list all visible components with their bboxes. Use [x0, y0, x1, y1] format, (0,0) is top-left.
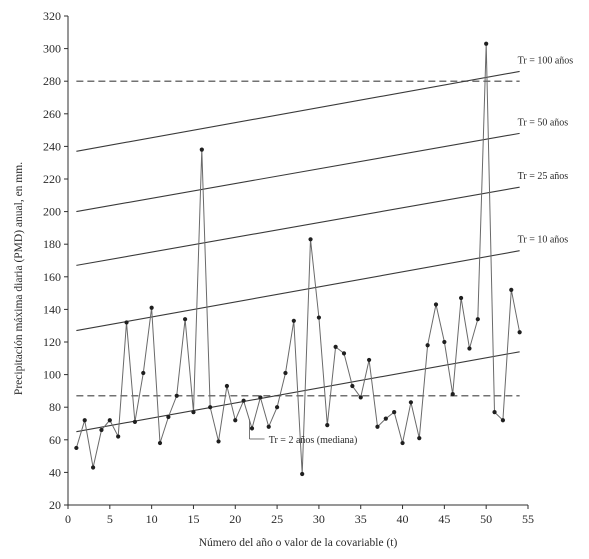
data-point	[141, 370, 146, 376]
data-point	[325, 423, 330, 428]
data-point	[233, 418, 238, 423]
trend-line	[76, 70, 520, 152]
trend-line-label: Tr = 2 años (mediana)	[269, 435, 358, 446]
x-tick-label: 35	[355, 512, 367, 526]
data-point	[149, 305, 154, 310]
data-point	[433, 302, 439, 307]
data-point	[333, 344, 338, 349]
data-point	[208, 405, 213, 410]
x-tick-label: 45	[438, 512, 450, 526]
data-point	[517, 330, 522, 335]
trend-line	[76, 132, 520, 213]
data-point	[249, 426, 255, 431]
data-point	[467, 346, 472, 351]
data-point	[74, 445, 79, 451]
data-point	[475, 317, 480, 322]
y-tick-label: 140	[43, 302, 61, 316]
data-point	[199, 147, 204, 152]
x-tick-label: 10	[146, 512, 158, 526]
data-point	[224, 383, 230, 389]
data-point	[366, 357, 372, 363]
trend-line-label: Tr = 25 años	[518, 171, 569, 182]
y-tick-label: 60	[49, 433, 61, 447]
y-tick-label: 220	[43, 172, 61, 186]
data-point	[442, 339, 447, 345]
x-tick-label: 20	[229, 512, 241, 526]
y-tick-label: 240	[43, 139, 61, 153]
y-tick-label: 200	[43, 205, 61, 219]
y-tick-label: 20	[49, 498, 61, 512]
chart-labels: Tr = 100 años Tr = 50 años Tr = 25 años Tr …	[269, 55, 574, 446]
data-point	[291, 318, 296, 323]
x-tick-label: 25	[271, 512, 283, 526]
data-point	[458, 295, 464, 301]
data-point	[274, 405, 280, 410]
data-point	[417, 436, 422, 441]
y-tick-label: 100	[43, 368, 61, 382]
data-point	[258, 395, 263, 400]
x-tick-label: 15	[187, 512, 199, 526]
trend-line-label: Tr = 100 años	[518, 55, 574, 66]
data-point	[383, 416, 388, 421]
data-point	[241, 398, 246, 403]
x-tick-label: 5	[107, 512, 113, 526]
data-point	[82, 418, 87, 423]
data-point	[99, 427, 104, 433]
x-tick-label: 30	[313, 512, 325, 526]
trend-line-label: Tr = 10 años	[518, 235, 569, 246]
data-point	[132, 419, 138, 424]
data-point	[308, 237, 313, 242]
data-point	[316, 315, 322, 320]
data-point	[484, 41, 489, 46]
data-point	[182, 317, 188, 322]
data-point	[375, 424, 380, 429]
data-point	[116, 434, 121, 439]
data-point	[283, 370, 288, 376]
data-point	[174, 393, 179, 398]
data-point	[157, 440, 163, 446]
trend-line	[76, 250, 520, 332]
x-tick-label: 0	[65, 512, 71, 526]
y-tick-label: 120	[43, 335, 61, 349]
data-point	[500, 418, 506, 423]
x-tick-label: 55	[522, 512, 534, 526]
trend-line-label: Tr = 50 años	[518, 117, 569, 128]
data-point	[216, 439, 221, 444]
data-point	[191, 409, 196, 415]
x-axis-title: Número del año o valor de la covariable …	[199, 537, 398, 549]
y-tick-label: 80	[49, 400, 61, 414]
data-point	[107, 418, 112, 423]
y-tick-label: 260	[43, 107, 61, 121]
data-point	[509, 287, 514, 292]
data-point	[300, 471, 305, 477]
data-series	[74, 41, 522, 477]
y-tick-label: 40	[49, 465, 61, 479]
data-point	[425, 343, 430, 348]
data-point	[358, 395, 363, 400]
y-tick-label: 180	[43, 237, 61, 251]
data-point	[341, 351, 347, 356]
data-point	[350, 383, 355, 389]
data-point	[408, 400, 414, 405]
y-tick-label: 280	[43, 74, 61, 88]
x-tick-label: 50	[480, 512, 492, 526]
y-tick-label: 160	[43, 270, 61, 284]
trend-line	[76, 186, 520, 266]
x-tick-label: 40	[397, 512, 409, 526]
y-tick-label: 300	[43, 42, 61, 56]
y-axis-title: Precipitación máxima diaria (PMD) anual,…	[13, 162, 25, 395]
series-line	[75, 43, 521, 475]
data-point	[166, 414, 171, 420]
data-point	[492, 409, 497, 415]
data-point	[266, 424, 271, 429]
data-point	[124, 320, 129, 325]
y-tick-label: 320	[43, 9, 61, 23]
data-point	[90, 465, 96, 470]
data-point	[392, 409, 397, 415]
axes: 2040608010012014016018020022024026028030…	[43, 9, 534, 526]
data-point	[450, 392, 455, 397]
data-point	[400, 440, 405, 446]
